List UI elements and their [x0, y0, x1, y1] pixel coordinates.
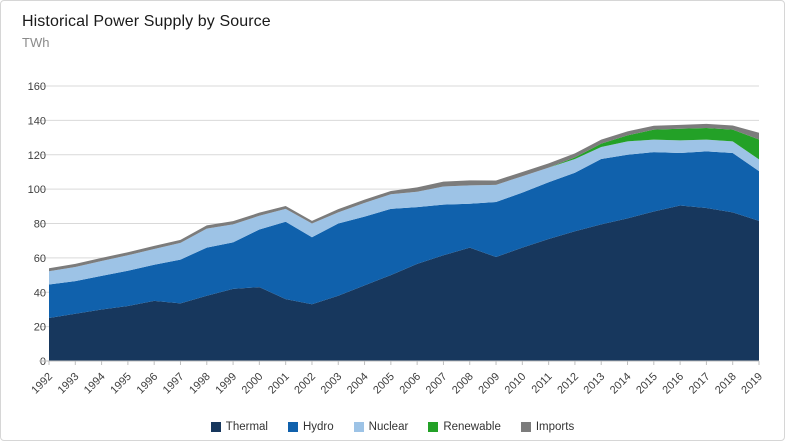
legend-label: Imports [535, 421, 575, 433]
x-axis-tick-label: 2014 [608, 371, 634, 397]
y-axis-tick-label: 40 [34, 287, 46, 299]
legend-item-nuclear: Nuclear [353, 421, 409, 433]
area-series-hydro [49, 151, 759, 319]
x-axis-tick-label: 2006 [397, 371, 423, 397]
x-axis-tick-label: 1998 [187, 371, 213, 397]
x-axis-tick-label: 1999 [213, 371, 239, 397]
x-axis-tick-label: 2012 [555, 371, 581, 397]
x-axis-tick-label: 2000 [240, 371, 266, 397]
area-series-nuclear [49, 139, 759, 285]
x-axis-tick-label: 2019 [739, 371, 765, 397]
chart-title: Historical Power Supply by Source [22, 13, 271, 30]
x-axis-tick-label: 1996 [135, 371, 161, 397]
x-axis-tick-label: 2003 [319, 371, 345, 397]
x-axis-tick-label: 1995 [108, 371, 134, 397]
y-axis-tick-label: 160 [28, 81, 46, 93]
x-axis-tick-label: 1994 [82, 371, 108, 397]
legend-item-thermal: Thermal [210, 421, 268, 433]
x-axis-tick-label: 1992 [29, 371, 55, 397]
x-axis-tick-label: 1993 [56, 371, 82, 397]
x-axis-tick-label: 2008 [450, 371, 476, 397]
x-axis-tick-label: 1997 [161, 371, 187, 397]
x-axis-tick-label: 2013 [582, 371, 608, 397]
legend-label: Nuclear [368, 421, 409, 433]
x-axis-tick-label: 2015 [634, 371, 660, 397]
x-axis-tick-label: 2004 [345, 371, 371, 397]
area-series-thermal [49, 205, 759, 361]
legend-swatch-renewable [428, 422, 439, 432]
y-axis-tick-label: 80 [34, 219, 46, 231]
legend-label: Thermal [225, 421, 268, 433]
chart-subtitle: TWh [22, 35, 50, 50]
x-axis-tick-label: 2001 [266, 371, 292, 397]
legend-item-renewable: Renewable [428, 421, 501, 433]
x-axis-tick-label: 2002 [292, 371, 318, 397]
legend-label: Renewable [443, 421, 501, 433]
x-axis-tick-label: 2007 [424, 371, 450, 397]
x-axis-tick-label: 2005 [371, 371, 397, 397]
legend-swatch-imports [520, 422, 531, 432]
y-axis-tick-label: 120 [28, 150, 46, 162]
y-axis-tick-label: 140 [28, 115, 46, 127]
legend-item-imports: Imports [520, 421, 575, 433]
legend-item-hydro: Hydro [287, 421, 334, 433]
x-axis-tick-label: 2011 [530, 371, 555, 396]
legend-swatch-hydro [287, 422, 298, 432]
y-axis-tick-label: 20 [34, 322, 46, 334]
area-series-imports [49, 123, 759, 272]
y-axis-tick-label: 0 [40, 356, 46, 368]
x-axis-tick-label: 2009 [476, 371, 502, 397]
legend-label: Hydro [302, 421, 334, 433]
x-axis-tick-label: 2016 [660, 371, 686, 397]
y-axis-tick-label: 100 [28, 184, 46, 196]
x-axis-tick-label: 2010 [503, 371, 529, 397]
legend-swatch-thermal [210, 422, 221, 432]
y-axis-tick-label: 60 [34, 253, 46, 265]
legend-swatch-nuclear [353, 422, 364, 432]
x-axis-tick-label: 2018 [713, 371, 739, 397]
chart-legend: Thermal Hydro Nuclear Renewable Imports [1, 421, 784, 433]
x-axis-tick-label: 2017 [687, 371, 713, 397]
